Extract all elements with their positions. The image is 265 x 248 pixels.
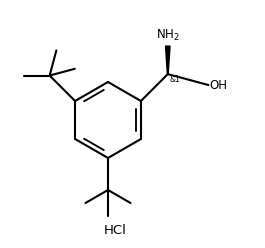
Text: OH: OH (209, 79, 227, 92)
Text: &1: &1 (170, 75, 180, 84)
Text: HCl: HCl (104, 223, 126, 237)
Text: NH$_2$: NH$_2$ (156, 28, 180, 43)
Polygon shape (166, 46, 170, 74)
